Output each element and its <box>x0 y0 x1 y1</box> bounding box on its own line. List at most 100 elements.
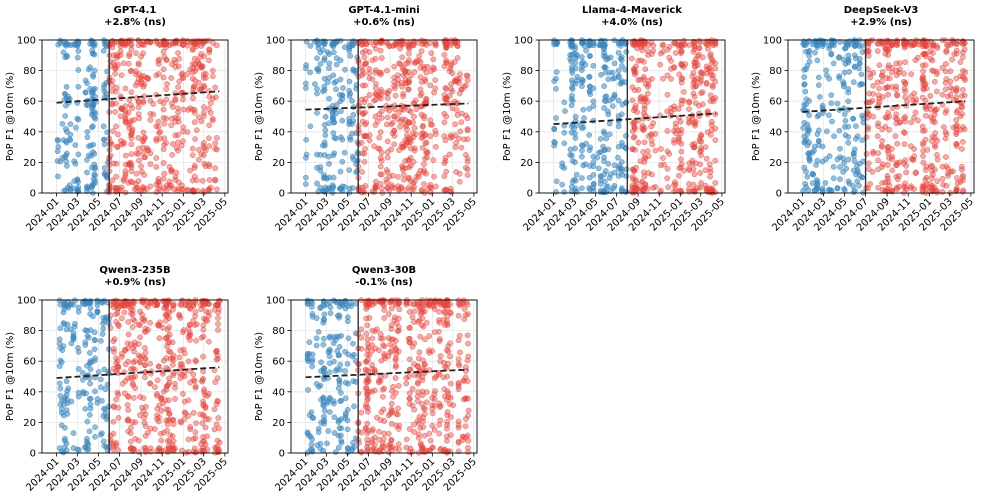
data-point-pre <box>82 77 89 84</box>
data-point-post <box>629 97 636 104</box>
data-point-pre <box>303 174 309 181</box>
data-point-post <box>912 109 919 116</box>
data-point-post <box>145 326 151 333</box>
data-point-post <box>366 137 373 144</box>
data-point-post <box>934 88 940 95</box>
data-point-post <box>215 315 221 321</box>
data-point-post <box>128 374 134 381</box>
data-point-post <box>943 154 949 160</box>
data-point-pre <box>317 152 324 158</box>
data-point-pre <box>805 187 812 193</box>
data-point-post <box>198 118 205 125</box>
data-point-post <box>362 133 369 139</box>
data-point-post <box>406 309 413 315</box>
data-point-post <box>702 167 709 174</box>
data-point-post <box>902 94 908 101</box>
data-point-post <box>198 51 205 57</box>
data-point-post <box>884 84 890 91</box>
data-point-post <box>211 426 218 433</box>
data-point-post <box>690 84 697 90</box>
data-point-pre <box>339 158 346 165</box>
data-point-post <box>426 300 432 307</box>
data-point-pre <box>90 123 96 129</box>
data-point-pre <box>307 43 314 49</box>
data-point-post <box>112 184 119 191</box>
data-point-post <box>202 71 209 77</box>
data-point-post <box>411 372 418 378</box>
data-point-post <box>441 133 448 140</box>
data-point-post <box>362 145 368 152</box>
data-point-post <box>419 144 426 151</box>
data-point-post <box>156 319 163 326</box>
data-point-post <box>635 139 642 146</box>
data-point-post <box>934 137 941 144</box>
data-point-pre <box>574 74 581 80</box>
data-point-post <box>409 314 416 320</box>
data-point-pre <box>92 110 99 117</box>
chart-panel: Qwen3-30B-0.1% (ns)0204060801002024-0120… <box>254 265 479 494</box>
data-point-post <box>712 180 719 186</box>
data-point-pre <box>854 169 861 176</box>
data-point-post <box>417 74 424 80</box>
data-point-post <box>920 147 926 154</box>
data-point-post <box>113 123 119 130</box>
scatter-points <box>54 37 220 196</box>
data-point-pre <box>590 98 597 105</box>
data-point-pre <box>826 186 833 193</box>
data-point-post <box>384 67 390 74</box>
data-point-post <box>160 146 167 153</box>
data-point-post <box>383 176 390 183</box>
data-point-post <box>358 429 365 436</box>
data-point-post <box>193 420 199 427</box>
data-point-pre <box>91 346 98 353</box>
data-point-post <box>697 184 704 191</box>
data-point-post <box>432 77 439 84</box>
data-point-pre <box>615 143 622 150</box>
data-point-pre <box>802 88 809 95</box>
data-point-post <box>118 137 124 144</box>
data-point-post <box>444 365 450 371</box>
data-point-post <box>133 50 139 56</box>
data-point-post <box>648 131 655 138</box>
data-point-post <box>706 188 713 195</box>
data-point-post <box>431 306 438 312</box>
data-point-post <box>164 81 170 87</box>
data-point-post <box>206 177 213 183</box>
data-point-pre <box>72 142 79 148</box>
data-point-post <box>147 380 153 387</box>
data-point-post <box>884 39 890 46</box>
data-point-post <box>417 333 424 340</box>
data-point-post <box>115 415 122 421</box>
data-point-post <box>676 42 682 49</box>
data-point-post <box>707 68 714 75</box>
data-point-post <box>168 75 175 81</box>
data-point-post <box>157 430 164 437</box>
data-point-post <box>422 131 429 138</box>
data-point-pre <box>837 164 843 170</box>
data-point-pre <box>840 155 846 162</box>
data-point-pre <box>856 182 862 189</box>
data-point-post <box>175 179 182 186</box>
data-point-pre <box>820 41 826 47</box>
data-point-pre <box>320 341 327 348</box>
data-point-post <box>207 100 214 106</box>
data-point-post <box>125 109 132 116</box>
data-point-post <box>112 65 118 72</box>
data-point-pre <box>99 430 105 436</box>
data-point-pre <box>337 57 344 64</box>
data-point-post <box>876 62 883 69</box>
data-point-post <box>411 429 418 435</box>
data-point-pre <box>803 136 810 143</box>
data-point-post <box>664 128 671 134</box>
data-point-post <box>365 298 372 304</box>
data-point-post <box>908 119 915 126</box>
data-point-post <box>173 169 180 176</box>
data-point-pre <box>601 171 608 178</box>
data-point-post <box>696 45 702 51</box>
data-point-pre <box>64 302 71 309</box>
data-point-pre <box>845 123 852 130</box>
data-point-post <box>185 449 192 455</box>
data-point-pre <box>326 333 333 340</box>
data-point-pre <box>583 47 589 54</box>
y-axis-label: PoP F1 @10m (%) <box>254 332 265 421</box>
